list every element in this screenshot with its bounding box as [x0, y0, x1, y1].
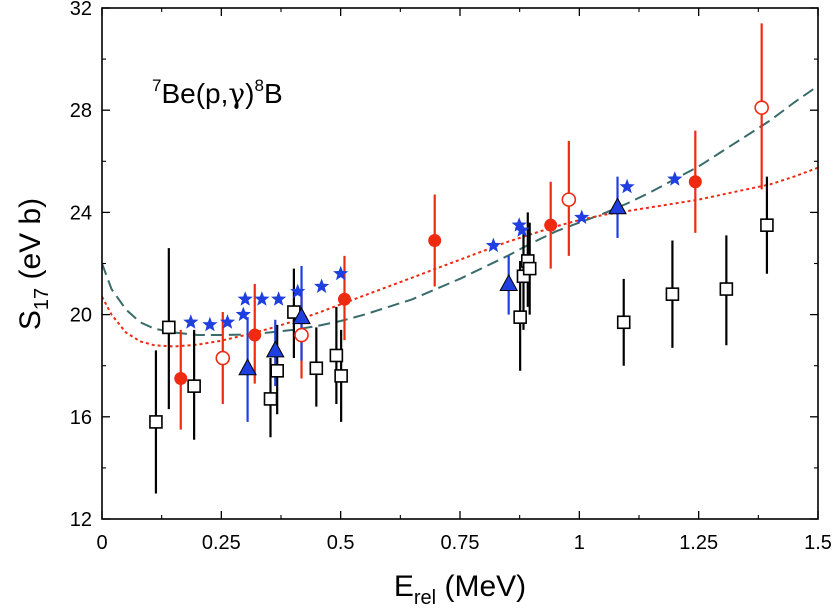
open-circle-point	[294, 327, 309, 343]
star-point	[314, 278, 330, 293]
open-circle-point	[754, 100, 769, 115]
x-tick-label: 1.5	[804, 532, 832, 554]
open-square-point	[263, 392, 278, 406]
x-axis-title-sub: rel	[414, 587, 436, 609]
annotation-close: )	[245, 78, 254, 109]
x-tick-label: 0.75	[441, 532, 480, 554]
filled-triangle-point	[499, 273, 519, 291]
filled-circle-point	[544, 218, 558, 232]
y-tick-label: 20	[70, 305, 92, 327]
open-square-point	[719, 282, 734, 296]
annotation-gamma: γ	[228, 77, 245, 110]
filled-triangle-point	[265, 340, 285, 358]
filled-triangle-point	[238, 358, 257, 376]
x-tick-label: 0	[96, 532, 107, 554]
y-tick-label: 28	[70, 100, 92, 122]
x-tick-label: 1	[574, 532, 585, 554]
y-axis-title: S17 (eV b)	[14, 198, 53, 330]
star-point	[219, 314, 236, 329]
filled-triangle-point	[608, 197, 627, 215]
star-point	[485, 237, 501, 253]
x-axis-title: Erel (MeV)	[394, 570, 526, 609]
filled-circle-point	[428, 234, 442, 248]
filled-circle-point	[248, 328, 262, 342]
filled-circle-point	[174, 371, 188, 385]
x-tick-label: 1.25	[679, 532, 718, 554]
annotation-sup-8: 8	[254, 76, 263, 95]
open-square-point	[162, 320, 176, 335]
star-point	[237, 291, 253, 306]
y-tick-label: 24	[70, 202, 92, 224]
x-axis-title-rest: (MeV)	[436, 570, 526, 603]
y-tick-label: 16	[70, 407, 92, 429]
axis-ticks: 0 0.25 0.5 0.75 1 1.25 1.5 12 16 20 24 28 32	[70, 0, 832, 554]
reaction-annotation: 7Be(p,γ)8B	[152, 76, 283, 110]
star-point	[183, 314, 199, 329]
open-square-point	[187, 379, 201, 393]
data-markers	[149, 100, 774, 429]
y-tick-label: 32	[70, 0, 92, 20]
open-square-point	[665, 287, 680, 301]
open-square-point	[329, 348, 344, 363]
open-square-point	[522, 261, 537, 276]
open-square-point	[270, 364, 284, 378]
x-tick-label: 0.5	[327, 532, 355, 554]
annotation-be: Be(p,	[161, 78, 228, 109]
y-axis-title-rest: (eV b)	[14, 198, 47, 288]
filled-circle-point	[688, 175, 702, 189]
filled-triangle-point	[292, 307, 311, 325]
open-square-point	[334, 369, 348, 383]
annotation-b: B	[264, 78, 283, 109]
filled-circle-point	[337, 292, 351, 306]
open-square-point	[760, 218, 774, 232]
star-point	[290, 283, 306, 299]
star-point	[667, 171, 683, 186]
star-point	[333, 265, 349, 281]
star-point	[574, 209, 590, 224]
open-square-point	[513, 310, 527, 324]
star-point	[202, 316, 218, 332]
star-point	[271, 291, 287, 306]
dashed-model-curve	[102, 85, 818, 336]
star-point	[254, 291, 270, 306]
open-circle-point	[215, 350, 231, 366]
model-curves	[102, 85, 818, 348]
y-axis-title-main: S	[14, 310, 47, 330]
x-axis-title-main: E	[394, 570, 414, 603]
y-axis-title-sub: 17	[31, 288, 53, 310]
open-square-point	[616, 315, 631, 330]
annotation-sup-7: 7	[152, 76, 161, 95]
open-square-point	[309, 361, 324, 376]
star-point	[619, 178, 635, 194]
open-circle-point	[561, 192, 577, 207]
x-tick-label: 0.25	[202, 532, 241, 554]
star-point	[514, 222, 530, 237]
star-point	[235, 306, 251, 322]
open-square-point	[149, 415, 163, 429]
y-tick-label: 12	[70, 509, 92, 531]
star-point	[511, 217, 527, 232]
